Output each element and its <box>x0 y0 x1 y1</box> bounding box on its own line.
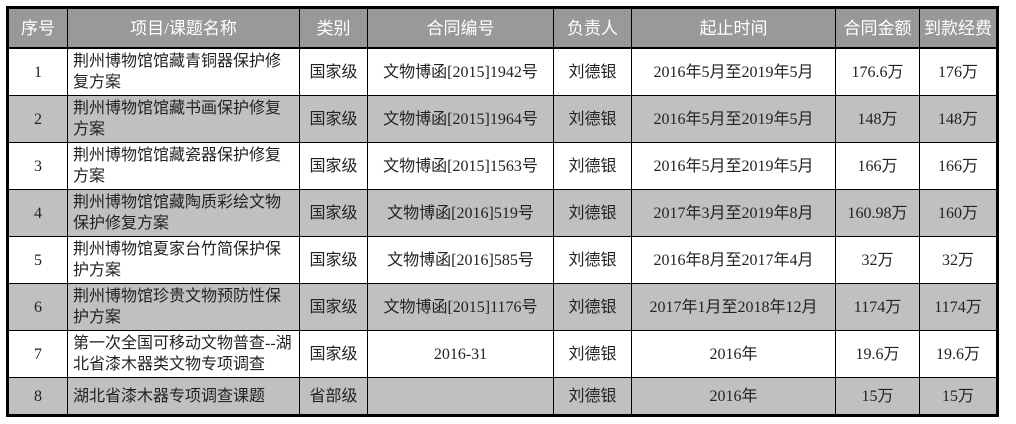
cell-contract-no: 文物博函[2015]1563号 <box>367 142 554 190</box>
cell-amount: 176.6万 <box>835 47 920 96</box>
cell-period: 2016年 <box>631 377 836 416</box>
cell-name: 荆州博物馆馆藏书画保护修复方案 <box>67 95 300 143</box>
table-row: 3 荆州博物馆馆藏瓷器保护修复方案 国家级 文物博函[2015]1563号 刘德… <box>7 142 998 190</box>
table-header: 序号 项目/课题名称 类别 合同编号 负责人 起止时间 合同金额 到款经费 <box>7 7 998 49</box>
cell-amount: 32万 <box>835 236 920 284</box>
cell-no: 7 <box>7 330 68 378</box>
cell-received: 148万 <box>919 95 998 143</box>
cell-contract-no <box>367 377 554 416</box>
cell-category: 国家级 <box>299 95 368 143</box>
cell-contract-no: 文物博函[2015]1942号 <box>367 47 554 96</box>
cell-leader: 刘德银 <box>553 330 632 378</box>
cell-no: 4 <box>7 189 68 237</box>
projects-table: 序号 项目/课题名称 类别 合同编号 负责人 起止时间 合同金额 到款经费 1 … <box>6 6 999 417</box>
cell-received: 15万 <box>919 377 998 416</box>
cell-leader: 刘德银 <box>553 236 632 284</box>
cell-name: 荆州博物馆馆藏瓷器保护修复方案 <box>67 142 300 190</box>
cell-received: 166万 <box>919 142 998 190</box>
col-header-name: 项目/课题名称 <box>67 7 300 49</box>
table-row: 5 荆州博物馆夏家台竹简保护保护方案 国家级 文物博函[2016]585号 刘德… <box>7 236 998 284</box>
cell-amount: 160.98万 <box>835 189 920 237</box>
table-row: 8 湖北省漆木器专项调查课题 省部级 刘德银 2016年 15万 15万 <box>7 377 998 416</box>
cell-name: 荆州博物馆夏家台竹简保护保护方案 <box>67 236 300 284</box>
cell-amount: 1174万 <box>835 283 920 331</box>
cell-category: 国家级 <box>299 142 368 190</box>
table-row: 2 荆州博物馆馆藏书画保护修复方案 国家级 文物博函[2015]1964号 刘德… <box>7 95 998 143</box>
cell-category: 国家级 <box>299 189 368 237</box>
cell-name: 荆州博物馆珍贵文物预防性保护方案 <box>67 283 300 331</box>
cell-no: 8 <box>7 377 68 416</box>
header-row: 序号 项目/课题名称 类别 合同编号 负责人 起止时间 合同金额 到款经费 <box>7 7 998 49</box>
table-row: 1 荆州博物馆馆藏青铜器保护修复方案 国家级 文物博函[2015]1942号 刘… <box>7 47 998 96</box>
cell-category: 国家级 <box>299 330 368 378</box>
cell-name: 湖北省漆木器专项调查课题 <box>67 377 300 416</box>
cell-contract-no: 2016-31 <box>367 330 554 378</box>
col-header-contract-no: 合同编号 <box>367 7 554 49</box>
cell-received: 176万 <box>919 47 998 96</box>
cell-period: 2016年 <box>631 330 836 378</box>
cell-contract-no: 文物博函[2016]585号 <box>367 236 554 284</box>
col-header-received: 到款经费 <box>919 7 998 49</box>
cell-period: 2016年5月至2019年5月 <box>631 142 836 190</box>
cell-received: 160万 <box>919 189 998 237</box>
cell-category: 国家级 <box>299 283 368 331</box>
cell-category: 国家级 <box>299 47 368 96</box>
cell-period: 2016年5月至2019年5月 <box>631 47 836 96</box>
col-header-no: 序号 <box>7 7 68 49</box>
cell-period: 2017年1月至2018年12月 <box>631 283 836 331</box>
table-row: 4 荆州博物馆馆藏陶质彩绘文物保护修复方案 国家级 文物博函[2016]519号… <box>7 189 998 237</box>
cell-no: 2 <box>7 95 68 143</box>
cell-amount: 15万 <box>835 377 920 416</box>
cell-no: 3 <box>7 142 68 190</box>
cell-received: 19.6万 <box>919 330 998 378</box>
cell-leader: 刘德银 <box>553 142 632 190</box>
cell-received: 1174万 <box>919 283 998 331</box>
table-row: 7 第一次全国可移动文物普查--湖北省漆木器类文物专项调查 国家级 2016-3… <box>7 330 998 378</box>
cell-leader: 刘德银 <box>553 47 632 96</box>
cell-period: 2017年3月至2019年8月 <box>631 189 836 237</box>
cell-no: 1 <box>7 47 68 96</box>
cell-received: 32万 <box>919 236 998 284</box>
cell-category: 国家级 <box>299 236 368 284</box>
cell-contract-no: 文物博函[2016]519号 <box>367 189 554 237</box>
cell-amount: 148万 <box>835 95 920 143</box>
cell-amount: 166万 <box>835 142 920 190</box>
cell-name: 荆州博物馆馆藏青铜器保护修复方案 <box>67 47 300 96</box>
cell-name: 第一次全国可移动文物普查--湖北省漆木器类文物专项调查 <box>67 330 300 378</box>
cell-period: 2016年8月至2017年4月 <box>631 236 836 284</box>
col-header-period: 起止时间 <box>631 7 836 49</box>
cell-no: 6 <box>7 283 68 331</box>
table-row: 6 荆州博物馆珍贵文物预防性保护方案 国家级 文物博函[2015]1176号 刘… <box>7 283 998 331</box>
cell-name: 荆州博物馆馆藏陶质彩绘文物保护修复方案 <box>67 189 300 237</box>
cell-leader: 刘德银 <box>553 189 632 237</box>
cell-period: 2016年5月至2019年5月 <box>631 95 836 143</box>
cell-amount: 19.6万 <box>835 330 920 378</box>
col-header-amount: 合同金额 <box>835 7 920 49</box>
cell-contract-no: 文物博函[2015]1176号 <box>367 283 554 331</box>
cell-leader: 刘德银 <box>553 95 632 143</box>
table-body: 1 荆州博物馆馆藏青铜器保护修复方案 国家级 文物博函[2015]1942号 刘… <box>7 47 998 416</box>
cell-no: 5 <box>7 236 68 284</box>
cell-leader: 刘德银 <box>553 283 632 331</box>
cell-contract-no: 文物博函[2015]1964号 <box>367 95 554 143</box>
cell-leader: 刘德银 <box>553 377 632 416</box>
col-header-category: 类别 <box>299 7 368 49</box>
col-header-leader: 负责人 <box>553 7 632 49</box>
cell-category: 省部级 <box>299 377 368 416</box>
